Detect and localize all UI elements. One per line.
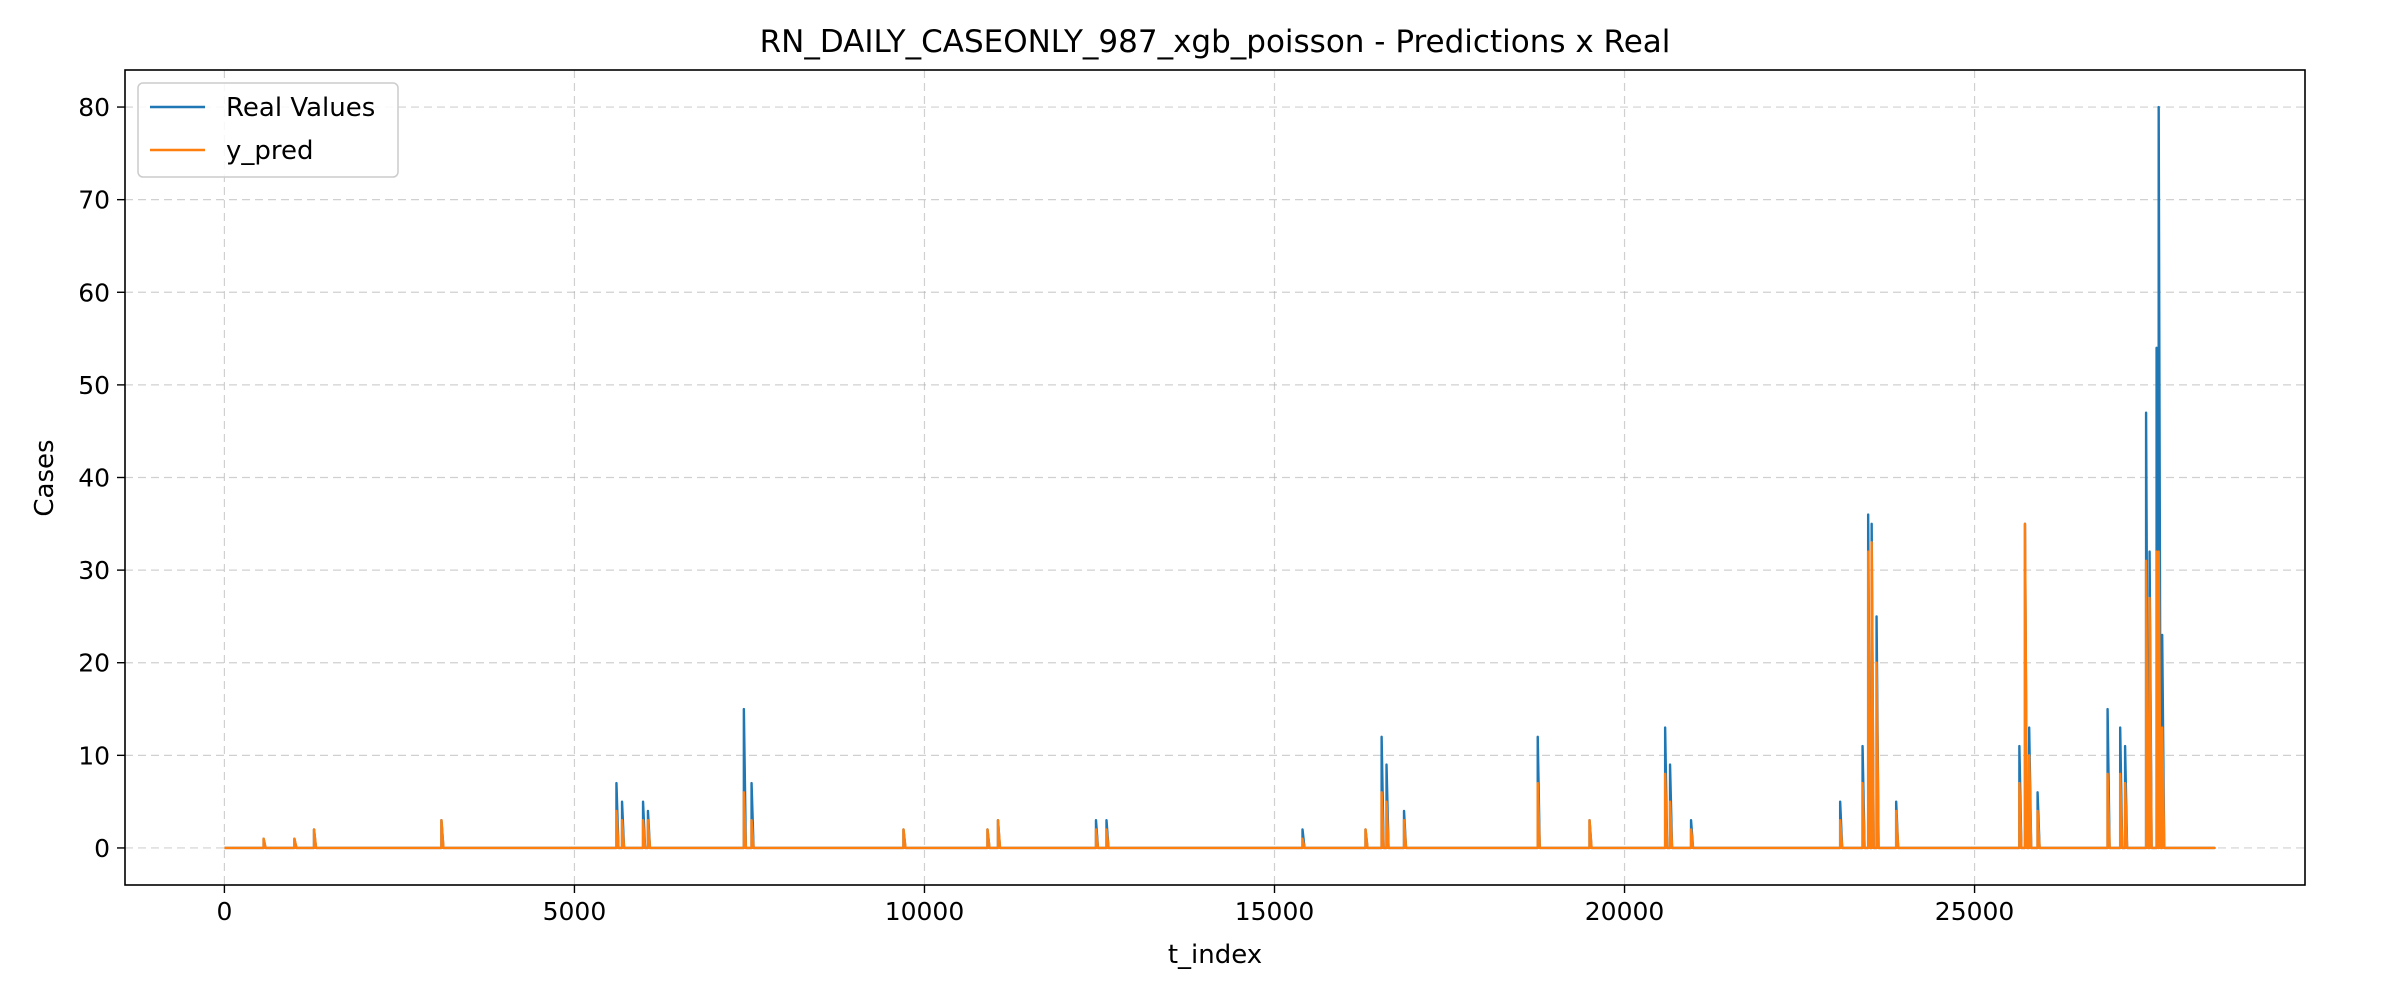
y-tick-label: 60 <box>78 278 110 307</box>
legend-label-y-pred: y_pred <box>226 136 314 166</box>
y-tick-label: 0 <box>94 834 110 863</box>
plot-area <box>224 105 2216 850</box>
x-tick-label: 0 <box>216 897 232 926</box>
x-tick-label: 10000 <box>885 897 965 926</box>
x-tick-label: 25000 <box>1935 897 2015 926</box>
y-axis: 0 10 20 30 40 50 60 70 80 <box>78 93 125 863</box>
x-tick-label: 15000 <box>1235 897 1315 926</box>
chart-title: RN_DAILY_CASEONLY_987_xgb_poisson - Pred… <box>760 24 1671 60</box>
y-tick-label: 40 <box>78 464 110 493</box>
x-tick-label: 20000 <box>1585 897 1665 926</box>
y-tick-label: 20 <box>78 649 110 678</box>
y-tick-label: 50 <box>78 371 110 400</box>
legend: Real Values y_pred <box>137 82 399 178</box>
x-axis: 0 5000 10000 15000 20000 25000 <box>216 885 2014 926</box>
y-tick-label: 70 <box>78 186 110 215</box>
series-layer <box>224 105 2216 850</box>
legend-label-real-values: Real Values <box>226 93 375 123</box>
y-axis-label: Cases <box>30 439 60 516</box>
x-axis-label: t_index <box>1168 940 1262 970</box>
y-tick-label: 30 <box>78 556 110 585</box>
y-tick-label: 10 <box>78 741 110 770</box>
series-line-y-pred <box>224 522 2216 850</box>
y-tick-label: 80 <box>78 93 110 122</box>
x-tick-label: 5000 <box>543 897 607 926</box>
